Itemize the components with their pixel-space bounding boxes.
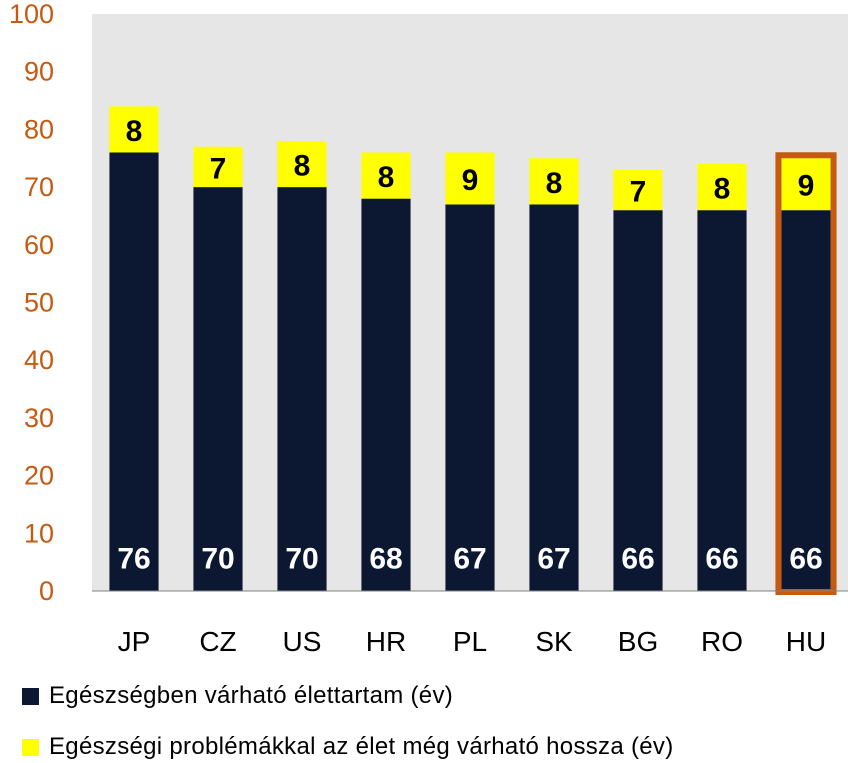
bar-unhealthy <box>529 158 579 205</box>
bar-healthy <box>529 204 579 591</box>
data-label-healthy: 76 <box>117 543 150 576</box>
bar-stack-sk: 8 67 <box>529 158 579 591</box>
data-label-unhealthy: 8 <box>294 150 311 183</box>
bar-stack-pl: 9 67 <box>445 152 495 591</box>
bar-unhealthy <box>361 152 411 199</box>
data-label-healthy: 66 <box>705 543 738 576</box>
x-tick-label: BG <box>618 626 658 657</box>
bar-unhealthy <box>613 169 663 211</box>
y-tick-label: 80 <box>24 114 54 144</box>
highlight-outline <box>775 152 837 595</box>
y-tick-label: 30 <box>24 403 54 433</box>
bar-stack-hr: 8 68 <box>361 152 411 591</box>
bar-unhealthy <box>445 152 495 205</box>
bar-healthy <box>193 187 243 591</box>
y-tick-label: 10 <box>24 518 54 548</box>
y-tick-label: 50 <box>24 288 54 318</box>
bar-healthy <box>361 198 411 591</box>
bar-unhealthy <box>109 106 159 153</box>
bar-stack-jp: 8 76 <box>109 106 159 592</box>
y-tick-label: 100 <box>9 0 54 29</box>
bar-unhealthy <box>193 146 243 188</box>
bar-healthy <box>697 210 747 591</box>
y-tick-label: 0 <box>39 576 54 606</box>
bar-stack-ro: 8 66 <box>697 164 747 591</box>
data-label-unhealthy: 7 <box>210 152 227 185</box>
bar-healthy <box>781 210 831 591</box>
x-tick-label: JP <box>118 626 151 657</box>
bar-unhealthy <box>697 164 747 211</box>
bar-unhealthy <box>277 140 327 188</box>
y-tick-label: 70 <box>24 172 54 202</box>
bar-stack-us: 8 70 <box>277 140 327 591</box>
bar-series-group: 8 76 7 70 8 70 8 68 9 67 8 67 7 66 8 66 9 66 <box>109 106 837 595</box>
bar-stack-cz: 7 70 <box>193 146 243 591</box>
data-label-unhealthy: 8 <box>546 167 563 200</box>
x-tick-label: SK <box>535 626 573 657</box>
data-label-unhealthy: 9 <box>462 164 479 197</box>
bar-stack-bg: 7 66 <box>613 169 663 591</box>
legend-label-unhealthy: Egészségi problémákkal az élet még várha… <box>49 733 674 760</box>
y-axis-tick-labels: 0 10 20 30 40 50 60 70 80 90 100 <box>9 0 54 606</box>
legend-swatch-healthy <box>22 687 39 705</box>
legend-item-unhealthy: Egészségi problémákkal az élet még várha… <box>22 733 674 761</box>
data-label-unhealthy: 8 <box>714 173 731 206</box>
bar-unhealthy <box>781 158 831 211</box>
data-label-healthy: 68 <box>369 543 402 576</box>
data-label-healthy: 70 <box>285 543 318 576</box>
x-tick-label: HR <box>366 626 406 657</box>
x-axis-tick-labels: JP CZ US HR PL SK BG RO HU <box>118 626 827 657</box>
data-label-unhealthy: 9 <box>798 170 815 203</box>
data-label-unhealthy: 7 <box>630 175 647 208</box>
y-tick-label: 90 <box>24 57 54 87</box>
y-tick-label: 60 <box>24 230 54 260</box>
data-label-healthy: 67 <box>537 543 570 576</box>
y-tick-label: 40 <box>24 345 54 375</box>
x-tick-label: US <box>283 626 322 657</box>
data-label-healthy: 70 <box>201 543 234 576</box>
legend-item-healthy: Egészségben várható élettartam (év) <box>22 682 453 710</box>
data-label-healthy: 66 <box>621 543 654 576</box>
bar-healthy <box>445 204 495 591</box>
y-tick-label: 20 <box>24 461 54 491</box>
x-tick-label: CZ <box>199 626 236 657</box>
bar-healthy <box>109 152 159 592</box>
x-tick-label: HU <box>786 626 826 657</box>
legend-label-healthy: Egészségben várható élettartam (év) <box>49 682 454 709</box>
legend-swatch-unhealthy <box>22 738 39 756</box>
data-label-healthy: 67 <box>453 543 486 576</box>
bar-healthy <box>277 187 327 591</box>
x-tick-label: PL <box>453 626 487 657</box>
bar-healthy <box>613 210 663 591</box>
x-tick-label: RO <box>701 626 743 657</box>
data-label-unhealthy: 8 <box>126 115 143 148</box>
data-label-healthy: 66 <box>789 543 822 576</box>
bar-stack-hu: 9 66 <box>775 152 837 595</box>
data-label-unhealthy: 8 <box>378 161 395 194</box>
